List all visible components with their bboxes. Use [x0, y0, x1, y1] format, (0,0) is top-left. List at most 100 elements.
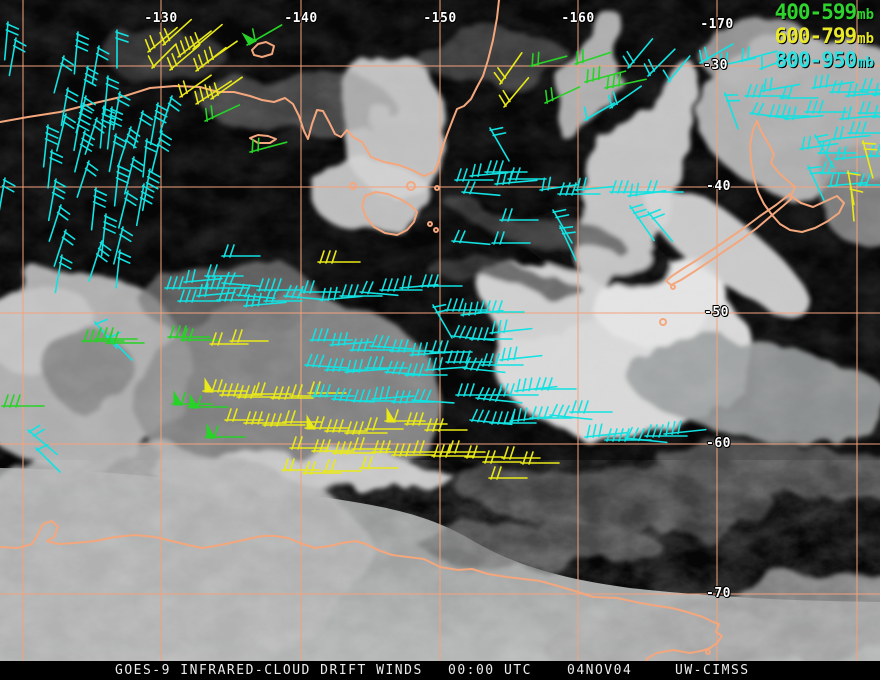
wind-barb-800-950mb: [604, 428, 652, 442]
wind-barb-800-950mb: [499, 346, 543, 362]
coastline-new-zealand-north-island: [749, 120, 845, 233]
wind-barb-800-950mb: [183, 269, 223, 284]
wind-barb-800-950mb: [149, 102, 169, 146]
wind-barb-400-599mb: [167, 325, 211, 339]
wind-barb-800-950mb: [529, 406, 573, 420]
wind-barb-400-599mb: [204, 423, 246, 439]
wind-barb-800-950mb: [359, 280, 399, 297]
wind-barb-800-950mb: [698, 43, 734, 64]
wind-barb-800-950mb: [622, 38, 654, 69]
wind-barb-800-950mb: [489, 411, 537, 425]
wind-barb-600-799mb: [317, 250, 361, 264]
latlon-grid: [0, 0, 880, 661]
wind-barb-800-950mb: [115, 29, 129, 69]
wind-barb-400-599mb: [105, 331, 145, 345]
wind-barb-800-950mb: [499, 208, 539, 222]
wind-barb-800-950mb: [216, 288, 260, 302]
wind-barb-800-950mb: [324, 358, 368, 372]
wind-barb-800-950mb: [379, 278, 423, 292]
legend-unit: mb: [857, 55, 874, 71]
legend-range: 800-950: [774, 48, 858, 72]
wind-barb-800-950mb: [583, 102, 616, 121]
wind-barb-400-599mb: [584, 65, 627, 84]
wind-barb-800-950mb: [451, 229, 491, 246]
wind-barb-800-950mb: [344, 358, 388, 374]
wind-barb-800-950mb: [47, 178, 67, 222]
wind-barb-800-950mb: [460, 301, 504, 317]
coastline-antarctica: [0, 520, 723, 666]
wind-barb-600-799mb: [391, 443, 435, 457]
wind-barb-800-950mb: [164, 276, 208, 290]
wind-barb-800-950mb: [371, 385, 415, 401]
wind-barb-800-950mb: [799, 135, 839, 151]
wind-barb-800-950mb: [309, 328, 353, 342]
wind-barb-800-950mb: [283, 284, 327, 301]
wind-barb-800-950mb: [159, 95, 182, 133]
wind-barb-600-799mb: [371, 440, 415, 454]
wind-barb-800-950mb: [100, 213, 118, 257]
legend-unit: mb: [857, 7, 874, 23]
wind-barb-800-950mb: [8, 37, 27, 77]
wind-barb-800-950mb: [533, 377, 577, 391]
wind-barb-800-950mb: [364, 356, 408, 370]
coastline-australia-south-east-coast: [0, 0, 500, 177]
wind-barb-800-950mb: [784, 106, 824, 121]
wind-barb-600-799mb: [252, 382, 292, 396]
wind-barb-800-950mb: [847, 121, 880, 135]
wind-barb-800-950mb: [88, 240, 112, 282]
wind-barb-800-950mb: [584, 423, 628, 439]
wind-barb-600-799mb: [424, 418, 468, 432]
wind-barb-800-950mb: [221, 244, 261, 258]
wind-barb-800-950mb: [739, 46, 778, 63]
wind-barb-600-799mb: [498, 77, 530, 108]
wind-barb-800-950mb: [804, 100, 848, 114]
wind-barb-800-950mb: [135, 183, 155, 227]
wind-barb-800-950mb: [424, 356, 468, 372]
wind-barb-800-950mb: [539, 176, 579, 192]
wind-barb-800-950mb: [301, 280, 341, 294]
wind-barb-800-950mb: [871, 104, 880, 119]
wind-barb-600-799mb: [344, 421, 388, 435]
wind-barb-800-950mb: [73, 104, 93, 152]
longitude-label: -150: [423, 11, 457, 26]
wind-barb-600-799mb: [431, 444, 475, 458]
wind-barb-600-799mb: [482, 450, 522, 464]
wind-barb-800-950mb: [349, 338, 393, 352]
wind-barb-800-950mb: [461, 180, 501, 197]
wind-barb-800-950mb: [339, 284, 383, 298]
wind-barb-800-950mb: [54, 254, 73, 294]
wind-barb-800-950mb: [469, 163, 509, 178]
wind-barb-800-950mb: [761, 77, 801, 93]
wind-barb-800-950mb: [507, 167, 547, 181]
wind-barb-800-950mb: [629, 203, 655, 242]
wind-barb-800-950mb: [574, 177, 614, 192]
wind-barb-600-799mb: [208, 76, 243, 100]
wind-barb-600-799mb: [364, 417, 404, 431]
wind-barb-800-950mb: [817, 141, 857, 155]
legend-row-600-799: 600-799 mb: [775, 24, 874, 48]
valid-date: 04NOV04: [567, 663, 633, 678]
wind-barb-800-950mb: [489, 126, 510, 162]
wind-barb-800-950mb: [462, 356, 506, 374]
coastline-overlay: [0, 0, 845, 666]
wind-barb-600-799mb: [209, 332, 249, 346]
valid-time: 00:00 UTC: [448, 663, 532, 678]
wind-barb-800-950mb: [857, 173, 880, 187]
wind-barb-800-950mb: [811, 73, 855, 90]
wind-barb-400-599mb: [529, 51, 568, 68]
longitude-label: -140: [284, 11, 318, 26]
wind-barb-400-599mb: [604, 72, 647, 90]
wind-barb-800-950mb: [90, 187, 108, 231]
wind-barbs: [0, 18, 880, 480]
wind-barb-800-950mb: [0, 177, 16, 217]
wind-barb-800-950mb: [141, 168, 161, 212]
wind-barb-600-799mb: [493, 52, 523, 85]
wind-barb-800-950mb: [411, 388, 455, 404]
wind-barb-400-599mb: [81, 329, 125, 343]
wind-barb-600-799mb: [166, 44, 200, 71]
wind-barb-400-599mb: [204, 104, 241, 122]
wind-barb-800-950mb: [79, 65, 99, 109]
legend-row-800-950: 800-950 mb: [775, 48, 874, 72]
wind-barb-800-950mb: [329, 331, 373, 347]
